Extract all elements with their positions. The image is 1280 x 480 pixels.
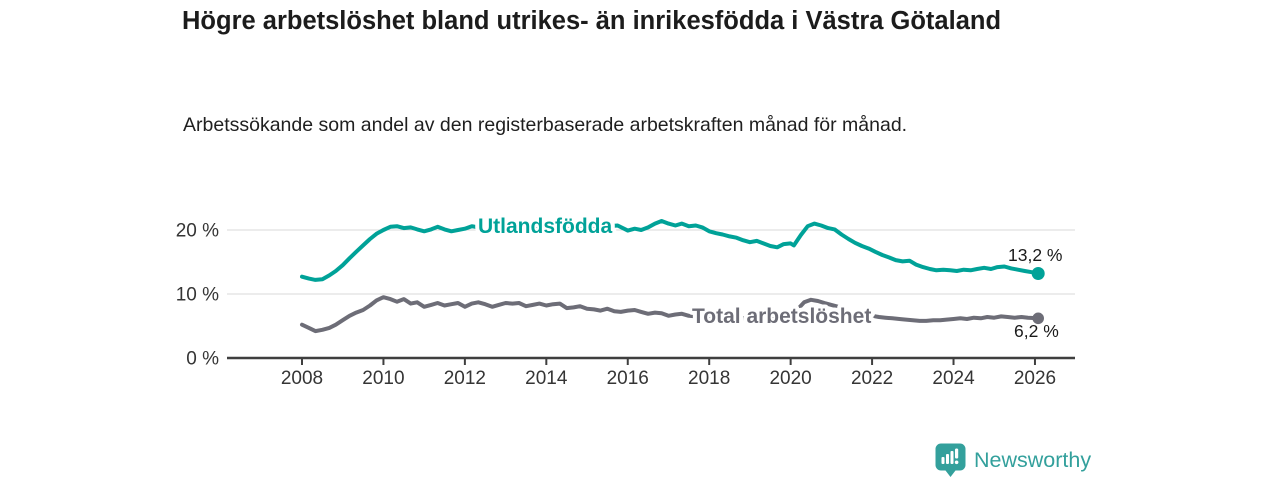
x-tick-label: 2026 (1014, 368, 1056, 389)
end-value-label-utlandsfodda: 13,2 % (1008, 245, 1062, 265)
series-label-utlandsfodda: Utlandsfödda (478, 215, 612, 238)
series-end-dot-1 (1032, 312, 1044, 325)
y-tick-label: 10 % (176, 285, 219, 306)
series-line-1 (300, 295, 1041, 334)
y-tick-label: 0 % (186, 349, 219, 370)
y-tick-label: 20 % (176, 221, 219, 242)
newsworthy-logo: Newsworthy (935, 443, 1091, 478)
series-label-total-arbetsloshet: Total arbetslöshet (692, 305, 871, 328)
bar-chart-bubble-icon (935, 443, 966, 478)
chart-title: Högre arbetslöshet bland utrikes- än inr… (182, 7, 1002, 35)
x-tick-label: 2014 (525, 368, 568, 389)
x-tick-label: 2020 (769, 368, 811, 389)
x-tick-label: 2012 (444, 368, 486, 389)
x-tick-label: 2018 (688, 368, 730, 389)
logo-text: Newsworthy (974, 448, 1092, 472)
chart-subtitle: Arbetssökande som andel av den registerb… (183, 114, 908, 136)
x-tick-label: 2010 (362, 368, 404, 389)
x-tick-label: 2016 (607, 368, 649, 389)
x-tick-label: 2022 (851, 368, 893, 389)
end-value-label-total: 6,2 % (1014, 321, 1059, 341)
series-end-dot-0 (1031, 267, 1045, 280)
x-tick-label: 2024 (932, 368, 975, 389)
series-line-0 (300, 219, 1041, 282)
x-tick-label: 2008 (281, 368, 323, 389)
chart-generated: 0 % 10 % 20 % 2008 2010 2012 2014 2016 2018 2020 2… (176, 219, 1075, 389)
